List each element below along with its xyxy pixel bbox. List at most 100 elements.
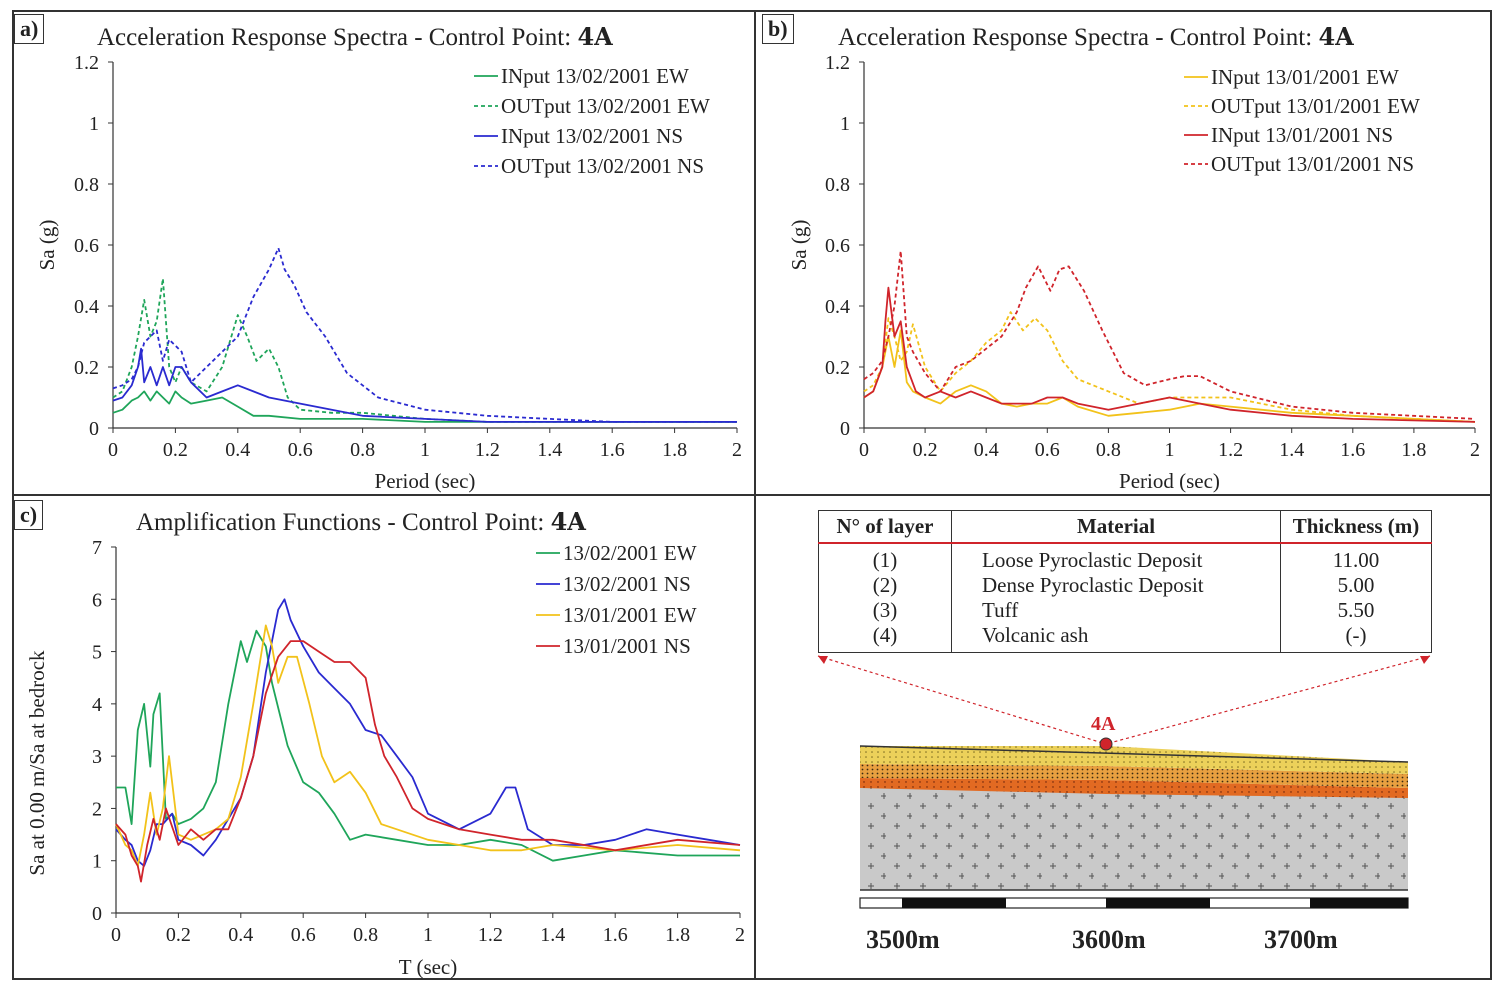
- scale-bar-segment: [1310, 898, 1408, 908]
- scale-bar-segment: [1106, 898, 1210, 908]
- panel-c-label: c): [14, 500, 44, 530]
- x-tick-label: 1: [420, 439, 430, 461]
- series-line-output-13-01-2001-ns: [863, 250, 1476, 420]
- x-tick-label: 0.6: [1035, 439, 1060, 461]
- x-tick-label: 1.8: [665, 924, 690, 946]
- scale-bar-segment: [902, 898, 1006, 908]
- site-label: 4A: [1091, 713, 1116, 735]
- y-tick-label: 0: [840, 418, 850, 440]
- x-tick-label: 1.6: [603, 924, 628, 946]
- layer-table-header: N° of layer Material Thickness (m): [818, 510, 1432, 544]
- series-line-13-02-2001-ew: [116, 629, 740, 862]
- projection-line-left: [817, 655, 1107, 745]
- chart-b-x-label: Period (sec): [1119, 469, 1220, 493]
- chart-c-x-label: T (sec): [399, 955, 458, 979]
- y-tick-label: 0.8: [74, 174, 99, 196]
- loose-pyroclastic-layer: [860, 746, 1408, 774]
- layer-thickness: 5.50: [1337, 598, 1375, 622]
- x-tick-label: 0.2: [166, 924, 191, 946]
- y-tick-label: 0.6: [825, 235, 850, 257]
- y-tick-label: 5: [92, 642, 102, 664]
- layer-table-header-thickness: Thickness (m): [1280, 510, 1432, 544]
- layer-material: Tuff: [951, 598, 1281, 623]
- layer-num: (4): [818, 623, 952, 653]
- x-tick-label: 1.6: [1340, 439, 1365, 461]
- layer-table-header-num: N° of layer: [818, 510, 952, 544]
- legend-label: 13/01/2001 NS: [563, 634, 691, 658]
- x-tick-label: 0.4: [974, 439, 999, 461]
- series-line-13-01-2001-ns: [115, 640, 741, 883]
- y-tick-label: 4: [92, 694, 102, 716]
- layer-material: Loose Pyroclastic Deposit: [951, 543, 1281, 573]
- x-tick-label: 1.2: [478, 924, 503, 946]
- panel-a-title: Acceleration Response Spectra - Control …: [97, 22, 613, 52]
- y-tick-label: 0.2: [825, 357, 850, 379]
- panel-a-title-text: Acceleration Response Spectra - Control …: [97, 24, 572, 51]
- panel-a-label: a): [14, 14, 45, 44]
- series-line-input-13-02-2001-ns: [112, 347, 737, 423]
- x-tick-label: 1.8: [1401, 439, 1426, 461]
- panel-c-title-point: 4A: [550, 507, 586, 536]
- x-tick-label: 0.4: [228, 924, 253, 946]
- series-line-output-13-02-2001-ns: [112, 247, 737, 423]
- layer-row: (2) Dense Pyroclastic Deposit 5.00: [818, 573, 1432, 598]
- volcanic-ash-layer: [860, 788, 1408, 890]
- horizontal-divider: [12, 494, 1492, 496]
- panel-b-title-point: 4A: [1318, 22, 1354, 51]
- chart-b-y-label: Sa (g): [787, 220, 811, 271]
- x-tick-label: 0.6: [288, 439, 313, 461]
- y-tick-label: 0.8: [825, 174, 850, 196]
- legend-label: OUTput 13/02/2001 NS: [501, 154, 704, 178]
- dense-pyroclastic-layer: [860, 764, 1408, 788]
- x-tick-label: 1.2: [1218, 439, 1243, 461]
- legend-label: INput 13/01/2001 NS: [1211, 123, 1393, 147]
- y-tick-label: 6: [92, 589, 102, 611]
- y-tick-label: 0.2: [74, 357, 99, 379]
- layer-thickness: 11.00: [1332, 548, 1380, 572]
- legend-label: OUTput 13/01/2001 NS: [1211, 152, 1414, 176]
- layer-thickness: (-): [1345, 623, 1367, 647]
- x-tick-label: 2: [735, 924, 745, 946]
- x-tick-label: 2: [732, 439, 742, 461]
- legend-label: 13/02/2001 EW: [563, 541, 697, 565]
- x-tick-label: 1: [423, 924, 433, 946]
- layer-num: (1): [818, 543, 952, 573]
- scale-label-3700: 3700m: [1264, 925, 1338, 954]
- x-tick-label: 1.4: [540, 924, 565, 946]
- legend-label: INput 13/02/2001 EW: [501, 64, 689, 88]
- chart-a-x-label: Period (sec): [375, 469, 476, 493]
- x-tick-label: 0: [108, 439, 118, 461]
- y-tick-label: 0.4: [825, 296, 850, 318]
- legend-label: INput 13/02/2001 NS: [501, 124, 683, 148]
- tuff-layer: [860, 778, 1408, 798]
- y-tick-label: 0.6: [74, 235, 99, 257]
- x-tick-label: 1: [1165, 439, 1175, 461]
- panel-b-label: b): [762, 14, 794, 44]
- layer-material: Volcanic ash: [951, 623, 1281, 653]
- layer-row: (4) Volcanic ash (-): [818, 623, 1432, 653]
- layer-table: N° of layer Material Thickness (m) (1) L…: [818, 510, 1432, 653]
- layer-table-header-material: Material: [951, 510, 1281, 544]
- scale-label-3600: 3600m: [1072, 925, 1146, 954]
- panel-c-title-text: Amplification Functions - Control Point:: [136, 509, 545, 536]
- layer-num: (3): [818, 598, 952, 623]
- x-tick-label: 0.8: [353, 924, 378, 946]
- x-tick-label: 1.2: [475, 439, 500, 461]
- series-line-output-13-02-2001-ew: [112, 277, 737, 423]
- x-tick-label: 2: [1470, 439, 1480, 461]
- y-tick-label: 1.2: [74, 52, 99, 74]
- x-tick-label: 0: [111, 924, 121, 946]
- x-tick-label: 0: [859, 439, 869, 461]
- legend-label: 13/02/2001 NS: [563, 572, 691, 596]
- y-tick-label: 1.2: [825, 52, 850, 74]
- layer-row: (1) Loose Pyroclastic Deposit 11.00: [818, 543, 1432, 573]
- projection-arrow-left: [818, 656, 828, 664]
- layer-row: (3) Tuff 5.50: [818, 598, 1432, 623]
- chart-a-y-label: Sa (g): [35, 220, 59, 271]
- y-tick-label: 3: [92, 746, 102, 768]
- y-tick-label: 2: [92, 798, 102, 820]
- legend-label: OUTput 13/02/2001 EW: [501, 94, 710, 118]
- x-tick-label: 0.4: [225, 439, 250, 461]
